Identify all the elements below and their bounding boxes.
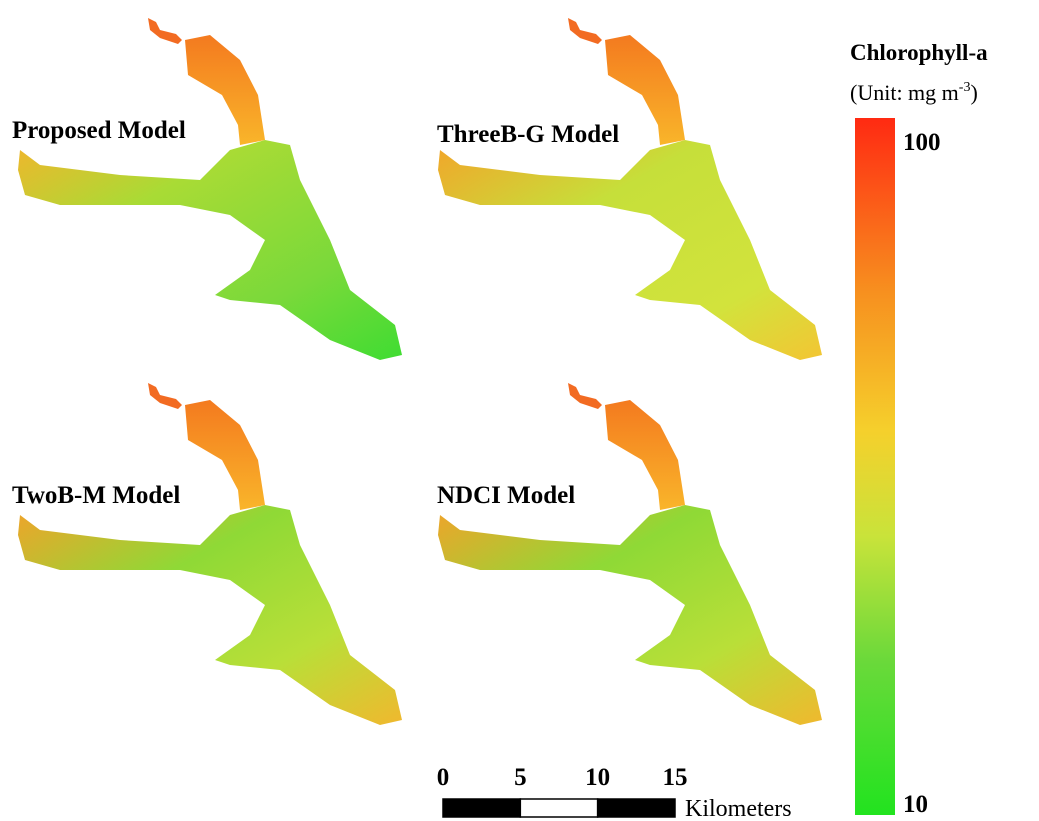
- legend: Chlorophyll-a (Unit: mg m-3) 100 10: [850, 40, 988, 818]
- scale-unit: Kilometers: [685, 796, 792, 821]
- scale-segment: [520, 799, 597, 817]
- scale-tick-label: 5: [514, 764, 527, 791]
- scale-tick-label: 0: [437, 764, 450, 791]
- legend-title: Chlorophyll-a: [850, 40, 988, 65]
- scale-tick-label: 15: [663, 764, 688, 791]
- legend-max: 100: [903, 129, 941, 156]
- map-panel: NDCI Model: [437, 383, 822, 725]
- map-panel: TwoB-M Model: [12, 383, 402, 725]
- scale-bar: Kilometers 0 5 10 15: [437, 764, 792, 821]
- legend-min: 10: [903, 791, 928, 818]
- scale-segment: [443, 799, 520, 817]
- scale-segment: [598, 799, 675, 817]
- panel-title: Proposed Model: [12, 117, 186, 144]
- panel-title: NDCI Model: [437, 482, 575, 509]
- color-bar: [855, 118, 895, 815]
- legend-unit: (Unit: mg m-3): [850, 80, 978, 105]
- scale-tick-label: 10: [585, 764, 610, 791]
- panel-title: ThreeB-G Model: [437, 121, 619, 148]
- map-panel: Proposed Model: [12, 18, 402, 360]
- panel-title: TwoB-M Model: [12, 482, 180, 509]
- figure: Proposed Model ThreeB-G Model TwoB-M Mod…: [0, 0, 1039, 821]
- map-panel: ThreeB-G Model: [437, 18, 822, 360]
